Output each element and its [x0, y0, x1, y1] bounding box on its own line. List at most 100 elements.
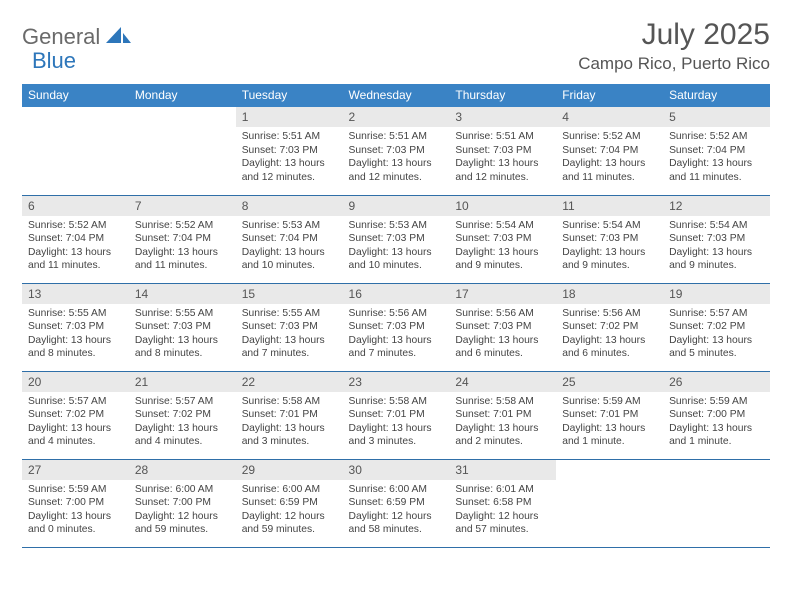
weekday-header: Friday: [556, 84, 663, 107]
brand-part2: Blue: [32, 48, 76, 73]
calendar-day-cell: 13Sunrise: 5:55 AMSunset: 7:03 PMDayligh…: [22, 283, 129, 371]
day-number: 6: [22, 196, 129, 216]
calendar-day-cell: 20Sunrise: 5:57 AMSunset: 7:02 PMDayligh…: [22, 371, 129, 459]
day-details: Sunrise: 5:51 AMSunset: 7:03 PMDaylight:…: [236, 127, 343, 188]
day-number: 1: [236, 107, 343, 127]
day-details: Sunrise: 5:57 AMSunset: 7:02 PMDaylight:…: [129, 392, 236, 453]
day-details: Sunrise: 6:01 AMSunset: 6:58 PMDaylight:…: [449, 480, 556, 541]
day-number: 26: [663, 372, 770, 392]
day-details: Sunrise: 5:54 AMSunset: 7:03 PMDaylight:…: [663, 216, 770, 277]
calendar-day-cell: 15Sunrise: 5:55 AMSunset: 7:03 PMDayligh…: [236, 283, 343, 371]
weekday-header: Saturday: [663, 84, 770, 107]
day-details: Sunrise: 6:00 AMSunset: 6:59 PMDaylight:…: [236, 480, 343, 541]
day-details: Sunrise: 5:57 AMSunset: 7:02 PMDaylight:…: [663, 304, 770, 365]
calendar-table: SundayMondayTuesdayWednesdayThursdayFrid…: [22, 84, 770, 548]
calendar-week-row: 27Sunrise: 5:59 AMSunset: 7:00 PMDayligh…: [22, 459, 770, 547]
day-number: 20: [22, 372, 129, 392]
brand-part1: General: [22, 24, 100, 50]
calendar-day-cell: 2Sunrise: 5:51 AMSunset: 7:03 PMDaylight…: [343, 107, 450, 195]
day-number: 16: [343, 284, 450, 304]
calendar-day-cell: 25Sunrise: 5:59 AMSunset: 7:01 PMDayligh…: [556, 371, 663, 459]
day-number: 28: [129, 460, 236, 480]
calendar-day-cell: 29Sunrise: 6:00 AMSunset: 6:59 PMDayligh…: [236, 459, 343, 547]
day-details: Sunrise: 5:53 AMSunset: 7:03 PMDaylight:…: [343, 216, 450, 277]
day-number: 29: [236, 460, 343, 480]
day-number: 11: [556, 196, 663, 216]
calendar-day-cell: ..: [129, 107, 236, 195]
day-details: Sunrise: 5:58 AMSunset: 7:01 PMDaylight:…: [343, 392, 450, 453]
day-details: Sunrise: 5:54 AMSunset: 7:03 PMDaylight:…: [556, 216, 663, 277]
calendar-day-cell: 12Sunrise: 5:54 AMSunset: 7:03 PMDayligh…: [663, 195, 770, 283]
calendar-day-cell: 11Sunrise: 5:54 AMSunset: 7:03 PMDayligh…: [556, 195, 663, 283]
calendar-day-cell: 30Sunrise: 6:00 AMSunset: 6:59 PMDayligh…: [343, 459, 450, 547]
day-number: 15: [236, 284, 343, 304]
day-details: Sunrise: 5:59 AMSunset: 7:01 PMDaylight:…: [556, 392, 663, 453]
calendar-day-cell: 17Sunrise: 5:56 AMSunset: 7:03 PMDayligh…: [449, 283, 556, 371]
day-details: Sunrise: 5:56 AMSunset: 7:03 PMDaylight:…: [343, 304, 450, 365]
day-number: 2: [343, 107, 450, 127]
day-details: Sunrise: 5:52 AMSunset: 7:04 PMDaylight:…: [22, 216, 129, 277]
weekday-header: Wednesday: [343, 84, 450, 107]
day-number: 8: [236, 196, 343, 216]
brand-sail-icon: [106, 25, 132, 50]
brand-logo: General: [22, 18, 134, 50]
day-details: Sunrise: 5:57 AMSunset: 7:02 PMDaylight:…: [22, 392, 129, 453]
day-details: Sunrise: 5:58 AMSunset: 7:01 PMDaylight:…: [236, 392, 343, 453]
day-number: 31: [449, 460, 556, 480]
calendar-day-cell: 24Sunrise: 5:58 AMSunset: 7:01 PMDayligh…: [449, 371, 556, 459]
calendar-day-cell: 31Sunrise: 6:01 AMSunset: 6:58 PMDayligh…: [449, 459, 556, 547]
day-details: Sunrise: 6:00 AMSunset: 7:00 PMDaylight:…: [129, 480, 236, 541]
day-number: 3: [449, 107, 556, 127]
day-number: 18: [556, 284, 663, 304]
calendar-day-cell: 8Sunrise: 5:53 AMSunset: 7:04 PMDaylight…: [236, 195, 343, 283]
month-title: July 2025: [578, 18, 770, 52]
day-number: 7: [129, 196, 236, 216]
calendar-week-row: ....1Sunrise: 5:51 AMSunset: 7:03 PMDayl…: [22, 107, 770, 195]
weekday-header: Tuesday: [236, 84, 343, 107]
calendar-week-row: 6Sunrise: 5:52 AMSunset: 7:04 PMDaylight…: [22, 195, 770, 283]
calendar-day-cell: 22Sunrise: 5:58 AMSunset: 7:01 PMDayligh…: [236, 371, 343, 459]
day-details: Sunrise: 5:51 AMSunset: 7:03 PMDaylight:…: [343, 127, 450, 188]
day-number: 25: [556, 372, 663, 392]
day-number: 4: [556, 107, 663, 127]
calendar-day-cell: 1Sunrise: 5:51 AMSunset: 7:03 PMDaylight…: [236, 107, 343, 195]
day-details: Sunrise: 5:55 AMSunset: 7:03 PMDaylight:…: [22, 304, 129, 365]
calendar-day-cell: 27Sunrise: 5:59 AMSunset: 7:00 PMDayligh…: [22, 459, 129, 547]
calendar-day-cell: 4Sunrise: 5:52 AMSunset: 7:04 PMDaylight…: [556, 107, 663, 195]
calendar-day-cell: 14Sunrise: 5:55 AMSunset: 7:03 PMDayligh…: [129, 283, 236, 371]
calendar-day-cell: 26Sunrise: 5:59 AMSunset: 7:00 PMDayligh…: [663, 371, 770, 459]
day-number: 10: [449, 196, 556, 216]
calendar-day-cell: 18Sunrise: 5:56 AMSunset: 7:02 PMDayligh…: [556, 283, 663, 371]
title-block: July 2025 Campo Rico, Puerto Rico: [578, 18, 770, 74]
day-details: Sunrise: 5:54 AMSunset: 7:03 PMDaylight:…: [449, 216, 556, 277]
header: General July 2025 Campo Rico, Puerto Ric…: [22, 18, 770, 74]
calendar-day-cell: 9Sunrise: 5:53 AMSunset: 7:03 PMDaylight…: [343, 195, 450, 283]
day-number: 13: [22, 284, 129, 304]
calendar-day-cell: 19Sunrise: 5:57 AMSunset: 7:02 PMDayligh…: [663, 283, 770, 371]
day-details: Sunrise: 5:51 AMSunset: 7:03 PMDaylight:…: [449, 127, 556, 188]
location: Campo Rico, Puerto Rico: [578, 54, 770, 74]
calendar-day-cell: 21Sunrise: 5:57 AMSunset: 7:02 PMDayligh…: [129, 371, 236, 459]
day-details: Sunrise: 5:52 AMSunset: 7:04 PMDaylight:…: [129, 216, 236, 277]
calendar-day-cell: 3Sunrise: 5:51 AMSunset: 7:03 PMDaylight…: [449, 107, 556, 195]
day-number: 14: [129, 284, 236, 304]
calendar-week-row: 20Sunrise: 5:57 AMSunset: 7:02 PMDayligh…: [22, 371, 770, 459]
calendar-day-cell: 7Sunrise: 5:52 AMSunset: 7:04 PMDaylight…: [129, 195, 236, 283]
calendar-day-cell: 10Sunrise: 5:54 AMSunset: 7:03 PMDayligh…: [449, 195, 556, 283]
day-details: Sunrise: 5:58 AMSunset: 7:01 PMDaylight:…: [449, 392, 556, 453]
day-details: Sunrise: 5:56 AMSunset: 7:02 PMDaylight:…: [556, 304, 663, 365]
day-number: 9: [343, 196, 450, 216]
calendar-day-cell: 6Sunrise: 5:52 AMSunset: 7:04 PMDaylight…: [22, 195, 129, 283]
day-details: Sunrise: 5:59 AMSunset: 7:00 PMDaylight:…: [22, 480, 129, 541]
calendar-day-cell: 5Sunrise: 5:52 AMSunset: 7:04 PMDaylight…: [663, 107, 770, 195]
weekday-header: Thursday: [449, 84, 556, 107]
weekday-header: Sunday: [22, 84, 129, 107]
calendar-day-cell: 23Sunrise: 5:58 AMSunset: 7:01 PMDayligh…: [343, 371, 450, 459]
day-details: Sunrise: 5:53 AMSunset: 7:04 PMDaylight:…: [236, 216, 343, 277]
calendar-week-row: 13Sunrise: 5:55 AMSunset: 7:03 PMDayligh…: [22, 283, 770, 371]
day-number: 19: [663, 284, 770, 304]
day-number: 17: [449, 284, 556, 304]
day-details: Sunrise: 5:55 AMSunset: 7:03 PMDaylight:…: [129, 304, 236, 365]
day-number: 12: [663, 196, 770, 216]
day-number: 30: [343, 460, 450, 480]
